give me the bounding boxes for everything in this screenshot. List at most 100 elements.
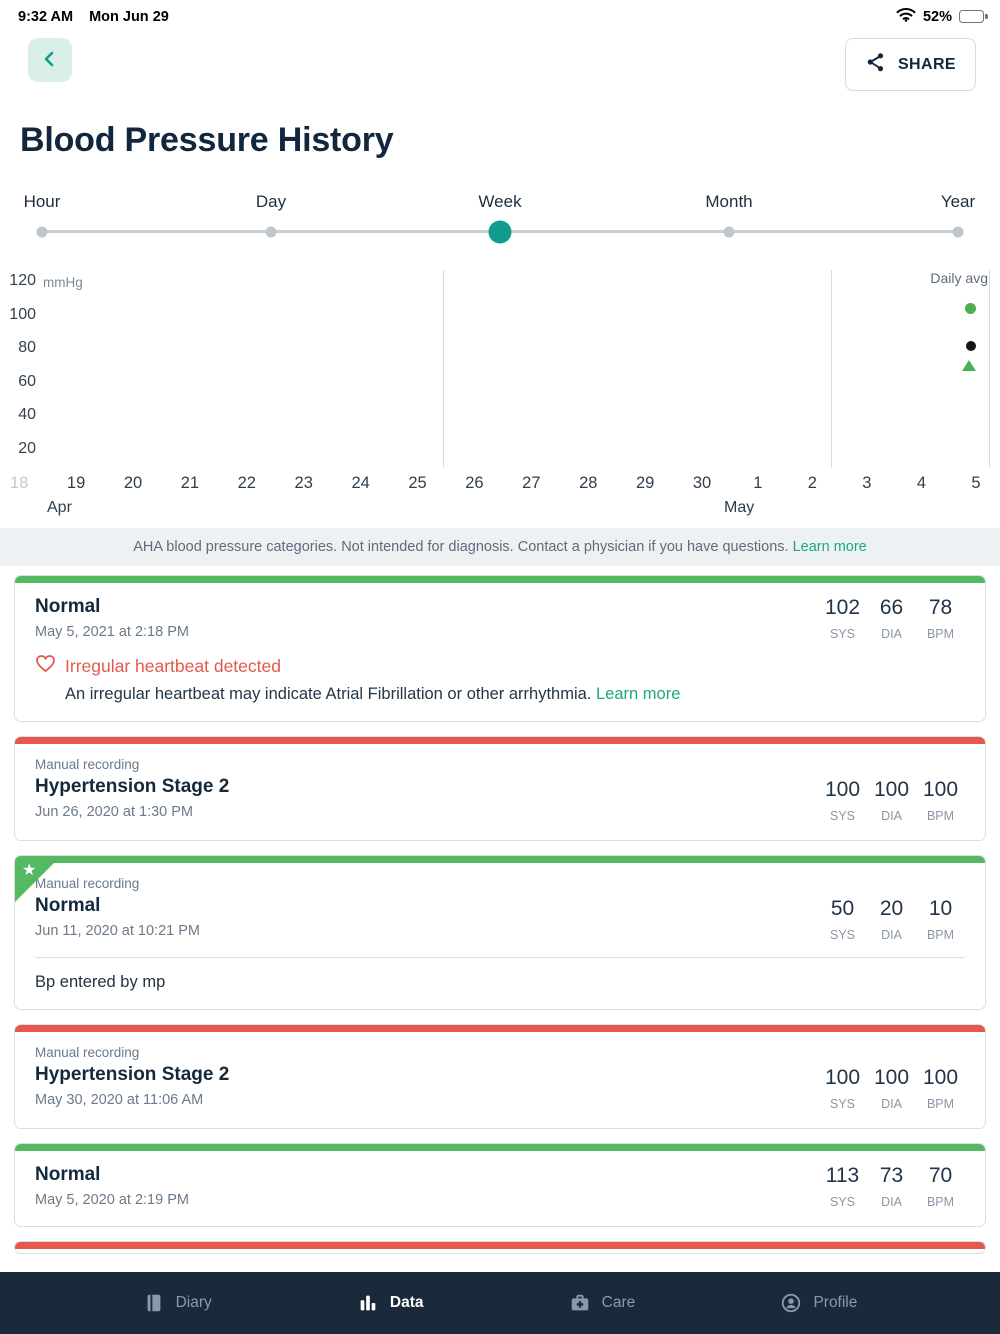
x-tick: 4 <box>916 474 927 492</box>
x-tick: 25 <box>408 474 427 492</box>
nav-label: Care <box>601 1294 636 1311</box>
y-tick: 100 <box>9 305 36 323</box>
chevron-left-icon <box>39 48 61 73</box>
dia-value: 66 <box>879 596 904 619</box>
x-tick: 23 <box>294 474 313 492</box>
reading-category: Hypertension Stage 2 <box>35 776 230 797</box>
dia-label: DIA <box>881 1097 902 1111</box>
sys-value: 50 <box>830 897 855 920</box>
favorite-ribbon <box>15 856 61 902</box>
bpm-value: 100 <box>922 778 959 801</box>
nav-label: Profile <box>813 1294 858 1311</box>
bpm-value: 100 <box>922 1066 959 1089</box>
x-tick: 3 <box>862 474 872 492</box>
x-tick: 27 <box>522 474 541 492</box>
range-option-hour[interactable]: Hour <box>23 192 61 211</box>
sys-value: 102 <box>824 596 861 619</box>
dia-value: 100 <box>873 1066 910 1089</box>
back-button[interactable] <box>28 38 72 82</box>
reading-card-favorite[interactable]: ★ Manual recording Normal Jun 11, 2020 a… <box>14 855 986 1010</box>
range-dot-hour[interactable] <box>36 226 48 237</box>
bpm-label: BPM <box>926 1195 955 1209</box>
share-icon <box>865 51 886 78</box>
nav-item-data[interactable]: Data <box>357 1292 424 1314</box>
heartbeat-learn-more-link[interactable]: Learn more <box>596 685 681 703</box>
x-tick: 22 <box>237 474 256 492</box>
x-tick: 20 <box>123 474 143 492</box>
month-label-apr: Apr <box>47 499 72 516</box>
reading-datetime: May 5, 2020 at 2:19 PM <box>35 1192 189 1208</box>
chart-right-border <box>989 270 990 468</box>
sys-value: 100 <box>824 778 861 801</box>
aha-disclaimer: AHA blood pressure categories. Not inten… <box>0 528 1000 566</box>
reading-card-partial[interactable] <box>14 1241 986 1254</box>
reading-category: Hypertension Stage 2 <box>35 1064 230 1085</box>
range-dot-month[interactable] <box>723 226 735 237</box>
reading-card[interactable]: Normal May 5, 2021 at 2:18 PM 102 SYS 66 D… <box>14 575 986 722</box>
share-button-label: SHARE <box>897 55 956 73</box>
manual-recording-label: Manual recording <box>35 1045 140 1060</box>
category-color-bar <box>15 1025 985 1032</box>
diary-icon <box>143 1292 165 1314</box>
x-tick: 18 <box>10 474 29 492</box>
range-option-week[interactable]: Week <box>478 192 522 211</box>
reading-note: Bp entered by mp <box>35 973 166 991</box>
manual-recording-label: Manual recording <box>35 757 140 772</box>
status-date: Mon Jun 29 <box>89 8 169 25</box>
y-axis-unit: mmHg <box>43 275 83 290</box>
x-tick: 21 <box>180 474 200 492</box>
range-dot-day[interactable] <box>265 226 277 237</box>
irregular-heartbeat-title: Irregular heartbeat detected <box>65 655 281 676</box>
reading-card[interactable]: Normal May 5, 2020 at 2:19 PM 113 SYS 73 D… <box>14 1143 986 1227</box>
irregular-heartbeat-icon <box>35 654 56 678</box>
nav-item-care[interactable]: Care <box>569 1292 636 1314</box>
category-color-bar <box>15 1242 985 1249</box>
category-color-bar <box>15 737 985 744</box>
page-title: Blood Pressure History <box>20 121 394 159</box>
category-color-bar <box>15 856 985 863</box>
nav-item-profile[interactable]: Profile <box>780 1292 857 1314</box>
month-label-may: May <box>724 499 755 516</box>
x-tick: 24 <box>351 474 370 492</box>
battery-icon <box>959 10 988 23</box>
header: SHARE <box>0 26 1000 91</box>
chart-legend: Daily avg <box>908 270 988 371</box>
x-tick: 2 <box>807 474 817 492</box>
range-option-day[interactable]: Day <box>255 192 287 211</box>
status-time: 9:32 AM <box>18 8 74 25</box>
range-option-year[interactable]: Year <box>940 192 976 211</box>
y-tick: 60 <box>18 372 36 390</box>
care-icon <box>569 1292 591 1314</box>
nav-label: Diary <box>175 1294 212 1311</box>
reading-card[interactable]: Manual recording Hypertension Stage 2 Ma… <box>14 1024 986 1129</box>
range-dot-year[interactable] <box>952 226 964 237</box>
share-button[interactable]: SHARE <box>844 38 976 91</box>
sys-label: SYS <box>829 809 855 823</box>
reading-datetime: Jun 11, 2020 at 10:21 PM <box>35 923 200 939</box>
dia-value: 20 <box>879 897 904 920</box>
sys-label: SYS <box>829 1097 855 1111</box>
diastolic-marker-icon <box>966 341 976 351</box>
reading-datetime: Jun 26, 2020 at 1:30 PM <box>35 804 193 820</box>
range-option-month[interactable]: Month <box>705 192 753 211</box>
readings-list: Normal May 5, 2021 at 2:18 PM 102 SYS 66 D… <box>0 566 1000 1254</box>
bpm-label: BPM <box>926 928 955 942</box>
bpm-label: BPM <box>926 627 955 641</box>
manual-recording-label: Manual recording <box>35 876 140 891</box>
nav-item-diary[interactable]: Diary <box>143 1292 212 1314</box>
week-gridline <box>443 270 444 468</box>
legend-title: Daily avg <box>930 270 988 286</box>
dia-label: DIA <box>881 1195 902 1209</box>
category-color-bar <box>15 1144 985 1151</box>
range-dot-week-selected[interactable] <box>488 220 512 243</box>
pulse-marker-icon <box>962 360 976 371</box>
x-tick: 30 <box>692 474 712 492</box>
reading-card[interactable]: Manual recording Hypertension Stage 2 Ju… <box>14 736 986 841</box>
disclaimer-text: AHA blood pressure categories. Not inten… <box>133 539 789 555</box>
dia-label: DIA <box>881 627 902 641</box>
data-icon <box>357 1292 379 1314</box>
bp-chart: 120 100 80 60 40 20 mmHg Daily avg 18 19… <box>0 268 1000 522</box>
irregular-heartbeat-body: An irregular heartbeat may indicate Atri… <box>65 685 592 703</box>
disclaimer-learn-more-link[interactable]: Learn more <box>792 539 867 555</box>
